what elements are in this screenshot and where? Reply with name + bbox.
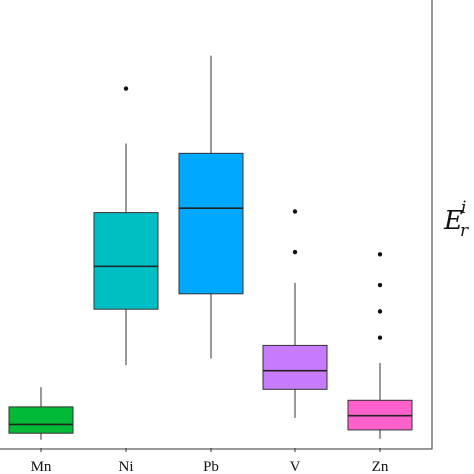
box-group-zn <box>347 252 413 439</box>
boxes-layer <box>8 55 413 440</box>
x-tick-label-ni: Ni <box>119 459 134 474</box>
box-v <box>262 344 328 390</box>
box-group-pb <box>178 55 244 359</box>
box-ni <box>93 212 159 310</box>
outlier-point <box>292 249 298 255</box>
x-tick-label-zn: Zn <box>372 459 389 474</box>
outlier-point <box>123 86 129 91</box>
outlier-point <box>377 335 383 340</box>
x-tick-label-mn: Mn <box>31 459 52 474</box>
box-group-v <box>262 209 328 418</box>
outlier-point <box>292 209 298 214</box>
x-tick-label-pb: Pb <box>203 459 219 474</box>
x-tick-label-v: V <box>290 459 301 474</box>
box-mn <box>8 406 74 434</box>
y-axis-label: E <box>443 206 463 236</box>
outlier-point <box>377 282 383 288</box>
box-group-mn <box>8 387 74 440</box>
box-pb <box>178 152 244 295</box>
outlier-point <box>377 252 383 257</box>
y-axis-label-superscript: i <box>461 198 466 218</box>
box-group-ni <box>93 86 159 366</box>
x-axis: Mn Ni Pb V Zn <box>31 448 389 474</box>
outlier-point <box>377 309 383 314</box>
y-axis-label-subscript: r <box>460 221 469 241</box>
